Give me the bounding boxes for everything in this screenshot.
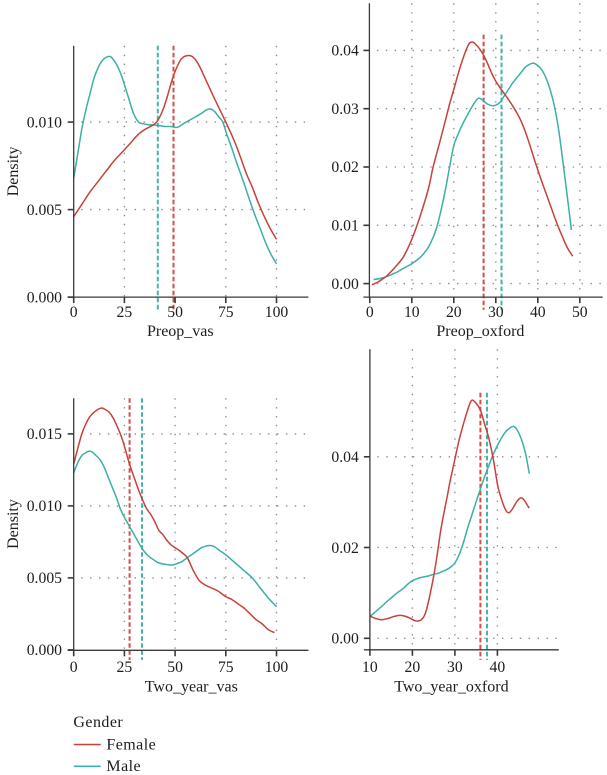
svg-text:0.005: 0.005 [27, 202, 62, 219]
svg-text:Preop_vas: Preop_vas [147, 323, 214, 340]
svg-text:25: 25 [117, 659, 133, 676]
svg-text:Density: Density [5, 499, 22, 549]
svg-text:20: 20 [446, 304, 462, 321]
svg-text:Density: Density [5, 147, 22, 197]
svg-text:Preop_oxford: Preop_oxford [436, 323, 524, 340]
svg-text:30: 30 [447, 659, 463, 676]
svg-text:100: 100 [265, 659, 289, 676]
svg-text:0.04: 0.04 [331, 449, 359, 466]
svg-text:20: 20 [405, 659, 421, 676]
svg-text:0.02: 0.02 [331, 159, 358, 176]
svg-text:0.010: 0.010 [27, 498, 62, 515]
svg-text:75: 75 [218, 304, 234, 321]
svg-text:0.000: 0.000 [27, 642, 62, 659]
svg-text:0: 0 [366, 304, 374, 321]
svg-text:30: 30 [488, 304, 504, 321]
svg-text:0.005: 0.005 [27, 570, 62, 587]
svg-text:0.02: 0.02 [331, 540, 358, 557]
svg-text:40: 40 [530, 304, 546, 321]
svg-text:Female: Female [106, 737, 156, 754]
svg-text:0.015: 0.015 [27, 426, 62, 443]
svg-text:0.03: 0.03 [331, 101, 359, 118]
svg-text:10: 10 [362, 659, 378, 676]
svg-text:0.010: 0.010 [27, 114, 62, 131]
svg-text:Gender: Gender [73, 714, 123, 731]
svg-text:50: 50 [572, 304, 588, 321]
svg-text:0.00: 0.00 [331, 631, 359, 648]
svg-text:0.04: 0.04 [331, 43, 359, 60]
svg-text:0.00: 0.00 [331, 276, 359, 293]
svg-text:10: 10 [404, 304, 420, 321]
svg-text:50: 50 [167, 659, 183, 676]
svg-text:Male: Male [106, 758, 141, 775]
svg-text:0: 0 [70, 304, 78, 321]
svg-text:50: 50 [167, 304, 183, 321]
svg-text:40: 40 [490, 659, 506, 676]
svg-text:100: 100 [265, 304, 289, 321]
svg-text:75: 75 [218, 659, 234, 676]
svg-text:Two_year_oxford: Two_year_oxford [394, 678, 508, 695]
svg-text:25: 25 [117, 304, 133, 321]
svg-text:Two_year_vas: Two_year_vas [145, 678, 238, 695]
svg-text:0: 0 [70, 659, 78, 676]
svg-text:0.000: 0.000 [27, 289, 62, 306]
svg-text:0.01: 0.01 [331, 218, 358, 235]
